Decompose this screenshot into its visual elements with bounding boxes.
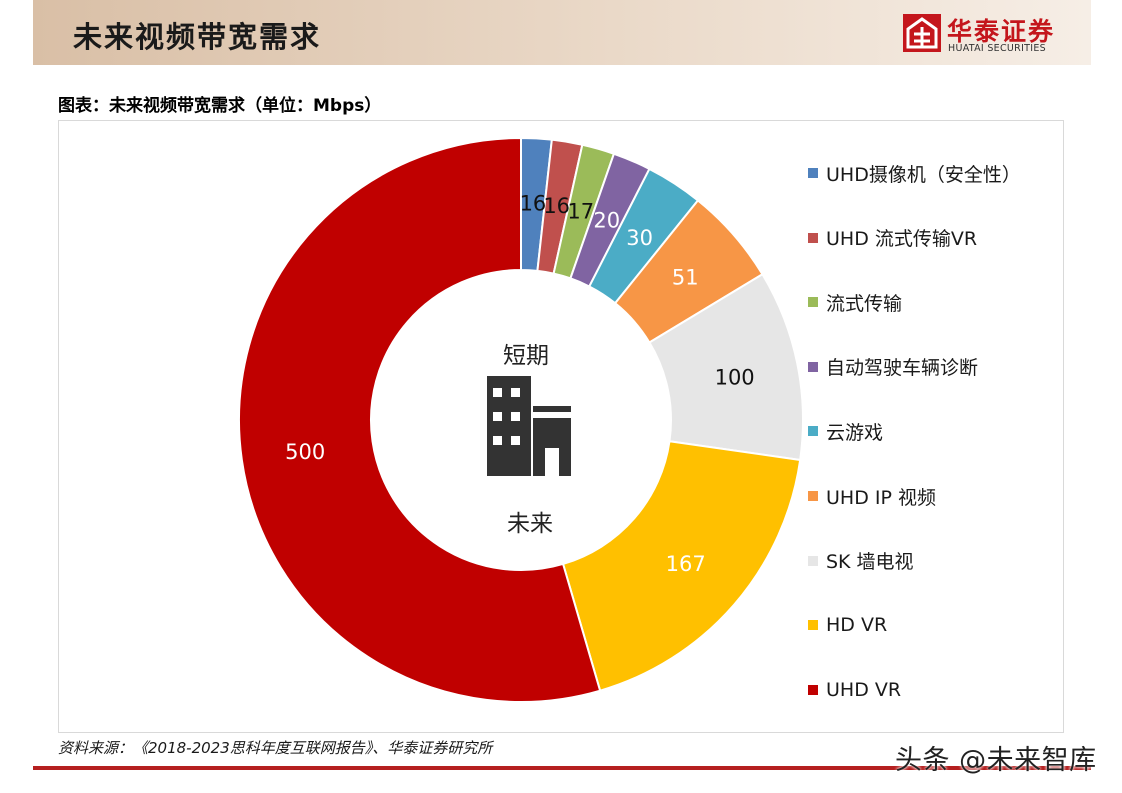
figure-title: 图表：未来视频带宽需求（单位：Mbps） [58, 96, 382, 116]
slide-title: 未来视频带宽需求 [73, 20, 322, 54]
legend-swatch [808, 168, 818, 178]
company-logo: 华泰证券 HUATAI SECURITIES [903, 10, 1063, 56]
building-icon [487, 376, 571, 476]
legend-label: SK 墙电视 [826, 551, 914, 574]
legend-label: 自动驾驶车辆诊断 [826, 357, 979, 380]
legend-label: UHD VR [826, 678, 902, 701]
data-label-2: 16 [543, 194, 570, 218]
legend-item-2: UHD 流式传输VR [808, 225, 1068, 251]
legend-item-8: HD VR [808, 612, 1068, 638]
legend-item-9: UHD VR [808, 677, 1068, 703]
legend-swatch [808, 684, 818, 695]
legend-label: UHD摄像机（安全性） [826, 163, 1021, 186]
data-label-1: 16 [520, 191, 547, 215]
legend-swatch [808, 555, 818, 566]
huatai-logo-icon [903, 14, 941, 52]
donut-slice-9 [238, 136, 602, 703]
legend-swatch [808, 297, 818, 308]
data-label-8: 167 [666, 552, 706, 576]
center-label-short-term: 短期 [503, 343, 549, 369]
legend-label: UHD IP 视频 [826, 486, 936, 509]
watermark: 头条 @未来智库 [895, 745, 1097, 776]
data-label-9: 500 [285, 440, 325, 464]
center-label-future: 未来 [507, 511, 553, 537]
data-label-7: 100 [715, 366, 755, 390]
data-label-4: 20 [593, 209, 620, 233]
data-label-3: 17 [567, 199, 594, 223]
legend-item-1: UHD摄像机（安全性） [808, 160, 1068, 186]
legend-item-6: UHD IP 视频 [808, 483, 1068, 509]
legend-swatch [808, 232, 818, 243]
footer-divider [33, 766, 1091, 770]
legend-swatch [808, 620, 818, 631]
source-note: 资料来源：《2018-2023思科年度互联网报告》、华泰证券研究所 [58, 739, 493, 757]
legend-item-4: 自动驾驶车辆诊断 [808, 354, 1068, 380]
legend-label: UHD 流式传输VR [826, 228, 978, 251]
logo-name-cn: 华泰证券 [947, 17, 1056, 46]
legend-swatch [808, 426, 818, 437]
legend-item-5: 云游戏 [808, 418, 1068, 444]
legend-swatch [808, 491, 818, 501]
legend-swatch [808, 361, 818, 372]
data-label-6: 51 [672, 266, 699, 290]
legend-item-7: SK 墙电视 [808, 548, 1068, 574]
donut-slice-8 [561, 440, 802, 692]
slide-header: 未来视频带宽需求 华泰证券 HUATAI SECURITIES [33, 0, 1091, 65]
logo-name-en: HUATAI SECURITIES [948, 43, 1047, 54]
legend-item-3: 流式传输 [808, 289, 1068, 315]
chart-frame [58, 120, 1064, 733]
data-label-5: 30 [626, 226, 653, 250]
legend-label: HD VR [826, 614, 888, 637]
legend-label: 流式传输 [826, 292, 903, 315]
legend-label: 云游戏 [826, 421, 884, 444]
